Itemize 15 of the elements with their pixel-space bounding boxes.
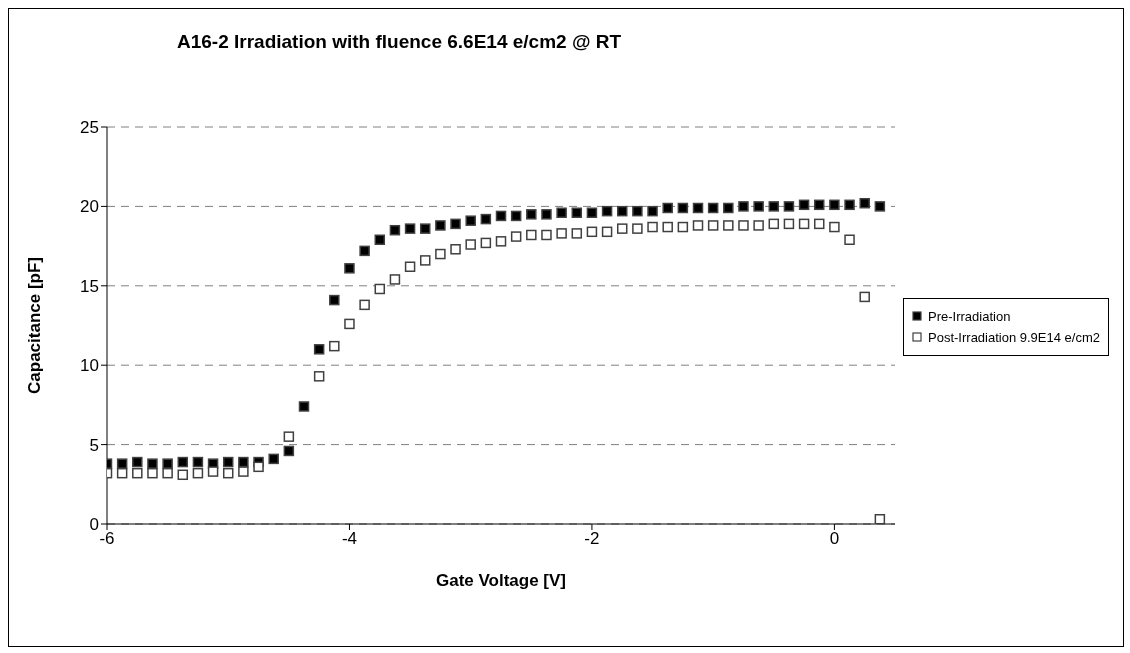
x-tick-label: -2 [584, 529, 600, 549]
y-tick-label: 0 [89, 515, 99, 535]
y-tick-label: 5 [89, 435, 99, 455]
y-tick-label: 15 [80, 276, 99, 296]
y-tick-label: 20 [80, 197, 99, 217]
legend-label: Pre-Irradiation [928, 308, 1011, 324]
x-tick-label: -6 [99, 529, 115, 549]
legend-label: Post-Irradiation 9.9E14 e/cm2 [928, 329, 1100, 345]
y-axis-title: Capacitance [pF] [25, 257, 45, 394]
chart-title: A16-2 Irradiation with fluence 6.6E14 e/cm2 @ RT [175, 31, 623, 53]
y-tick-label: 25 [80, 118, 99, 138]
x-axis-title: Gate Voltage [V] [435, 571, 567, 590]
x-tick-label: -4 [341, 529, 358, 549]
y-tick-label: 10 [80, 356, 99, 376]
x-tick-label: 0 [829, 529, 840, 549]
